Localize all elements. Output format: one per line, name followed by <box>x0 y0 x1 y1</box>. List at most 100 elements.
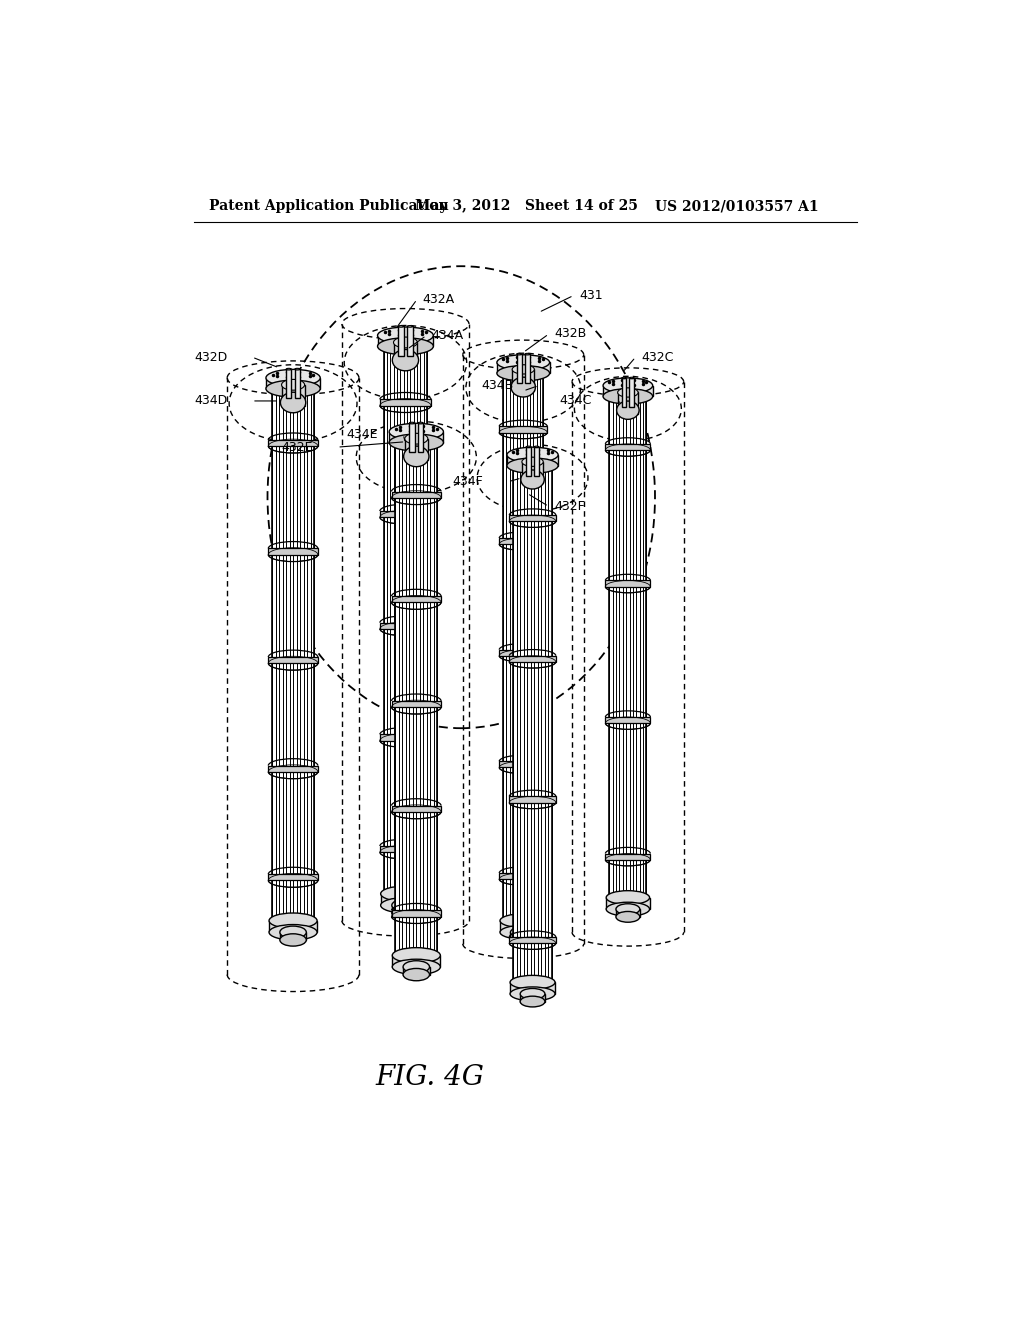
Bar <box>605 854 650 859</box>
Ellipse shape <box>281 392 306 413</box>
Text: 431: 431 <box>579 289 603 302</box>
Bar <box>507 455 558 466</box>
Bar <box>269 921 317 932</box>
Ellipse shape <box>507 447 558 462</box>
Bar <box>380 623 431 628</box>
Bar <box>282 385 304 407</box>
Ellipse shape <box>269 924 317 940</box>
Ellipse shape <box>403 969 429 981</box>
Text: US 2012/0103557 A1: US 2012/0103557 A1 <box>655 199 818 213</box>
Ellipse shape <box>266 370 321 387</box>
Bar <box>404 438 428 461</box>
Bar <box>535 447 539 477</box>
Ellipse shape <box>510 927 536 937</box>
Ellipse shape <box>603 378 652 393</box>
Text: 434F: 434F <box>453 475 483 488</box>
Bar <box>616 909 640 917</box>
Ellipse shape <box>616 904 640 915</box>
Ellipse shape <box>392 948 440 964</box>
Text: May 3, 2012   Sheet 14 of 25: May 3, 2012 Sheet 14 of 25 <box>415 199 638 213</box>
Ellipse shape <box>398 326 403 327</box>
Ellipse shape <box>606 903 649 916</box>
Ellipse shape <box>408 326 413 327</box>
Bar <box>410 422 415 453</box>
Text: 434B: 434B <box>481 379 514 392</box>
Ellipse shape <box>606 891 649 904</box>
Bar <box>393 342 418 364</box>
Bar <box>497 363 550 374</box>
Ellipse shape <box>500 925 547 940</box>
Bar <box>272 378 314 921</box>
Text: 434E: 434E <box>347 428 378 441</box>
Ellipse shape <box>507 458 558 474</box>
Text: Patent Application Publication: Patent Application Publication <box>209 199 449 213</box>
Ellipse shape <box>510 975 555 989</box>
Bar <box>389 432 443 442</box>
Ellipse shape <box>535 446 539 447</box>
Bar <box>380 734 431 741</box>
Ellipse shape <box>510 935 536 945</box>
Bar <box>378 335 433 346</box>
Ellipse shape <box>392 907 419 919</box>
Ellipse shape <box>269 913 317 928</box>
Bar <box>408 326 413 355</box>
Ellipse shape <box>280 933 306 946</box>
Bar <box>268 549 317 554</box>
Ellipse shape <box>389 434 443 451</box>
Bar <box>500 426 547 433</box>
Ellipse shape <box>510 987 555 1001</box>
Bar <box>605 717 650 723</box>
Bar <box>605 581 650 586</box>
Ellipse shape <box>282 379 304 391</box>
Ellipse shape <box>497 366 550 381</box>
Ellipse shape <box>404 433 428 444</box>
Bar <box>392 906 419 913</box>
Ellipse shape <box>403 961 429 973</box>
Ellipse shape <box>392 960 440 974</box>
Bar <box>280 932 306 940</box>
Bar <box>512 370 535 391</box>
Bar <box>403 966 429 974</box>
Ellipse shape <box>378 327 433 345</box>
Bar <box>418 422 423 453</box>
Bar <box>500 921 547 932</box>
Text: 432A: 432A <box>423 293 455 306</box>
Ellipse shape <box>520 997 545 1007</box>
Bar <box>380 511 431 517</box>
Ellipse shape <box>617 388 638 397</box>
Ellipse shape <box>410 422 415 424</box>
Bar <box>500 873 547 879</box>
Bar <box>391 597 441 602</box>
Bar <box>520 994 545 1002</box>
Ellipse shape <box>389 424 443 441</box>
Text: 432E: 432E <box>281 441 312 454</box>
Bar <box>392 956 440 966</box>
Ellipse shape <box>630 378 634 379</box>
Ellipse shape <box>616 911 640 923</box>
Ellipse shape <box>403 446 429 467</box>
Ellipse shape <box>522 457 543 466</box>
Ellipse shape <box>516 354 521 355</box>
Ellipse shape <box>381 898 430 913</box>
Ellipse shape <box>511 378 536 397</box>
Ellipse shape <box>497 355 550 370</box>
Ellipse shape <box>521 470 545 488</box>
Ellipse shape <box>392 899 419 912</box>
Bar <box>268 766 317 772</box>
Text: 434D: 434D <box>194 395 227 408</box>
Bar <box>500 539 547 544</box>
Bar <box>268 440 317 446</box>
Bar <box>380 400 431 405</box>
Bar <box>509 796 556 803</box>
Bar <box>500 649 547 656</box>
Bar <box>286 370 292 399</box>
Bar <box>509 515 556 521</box>
Bar <box>526 447 531 477</box>
Ellipse shape <box>512 364 535 374</box>
Ellipse shape <box>266 380 321 397</box>
Bar <box>603 385 652 396</box>
Bar <box>380 846 431 853</box>
Text: 432B: 432B <box>554 327 587 341</box>
Bar <box>609 385 646 898</box>
Ellipse shape <box>520 989 545 999</box>
